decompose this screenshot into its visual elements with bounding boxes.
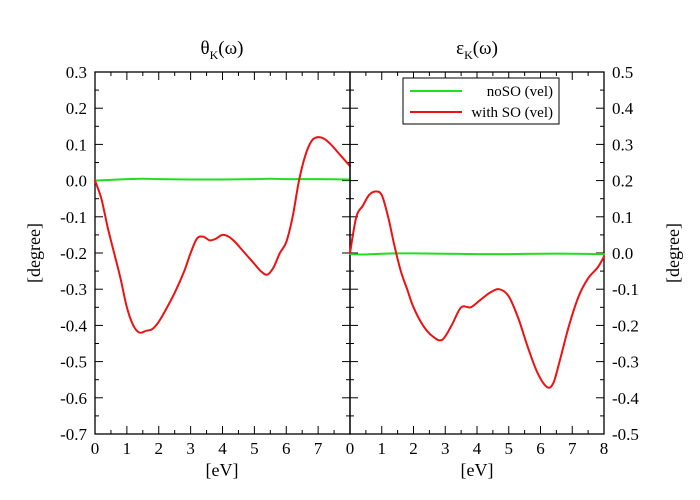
title-epsilon-k-tail: (ω) xyxy=(473,38,498,59)
series-line-with-so-right xyxy=(349,190,605,389)
x-axis-label-right: [eV] xyxy=(461,460,494,480)
y-tick-label-right: -0.4 xyxy=(612,389,639,408)
panel-theta-k: θK(ω) [eV] [degree] 0 1 2 3 4 5 6 7 -0.7 -0.6 -0.5… xyxy=(24,38,351,480)
y-tick-label-right: -0.3 xyxy=(612,353,639,372)
x-tick-label-right: 7 xyxy=(568,439,577,458)
title-epsilon-k-sub: K xyxy=(464,48,473,62)
y-tick-label-left: -0.2 xyxy=(60,244,87,263)
x-tick-label-left: 6 xyxy=(282,439,291,458)
y-tick-label-left: -0.1 xyxy=(60,208,87,227)
x-tick-label-right: 6 xyxy=(536,439,545,458)
series-line-noso-left xyxy=(94,177,351,182)
y-tick-label-left: 0.2 xyxy=(66,99,87,118)
y-tick-label-left: -0.7 xyxy=(60,425,87,444)
y-tick-label-left: 0.3 xyxy=(66,63,87,82)
title-theta-k-sub: K xyxy=(210,48,219,62)
series-line-noso-right xyxy=(349,252,605,256)
title-epsilon-k: εK(ω) xyxy=(456,38,498,62)
x-tick-label-right: 2 xyxy=(409,439,418,458)
y-tick-label-right: 0.2 xyxy=(612,172,633,191)
y-tick-label-left: -0.6 xyxy=(60,389,87,408)
y-tick-label-right: -0.1 xyxy=(612,280,639,299)
y-tick-label-right: -0.2 xyxy=(612,316,639,335)
title-epsilon-k-main: ε xyxy=(456,38,464,59)
x-tick-label-left: 5 xyxy=(250,439,259,458)
y-tick-label-right: 0.1 xyxy=(612,208,633,227)
legend-label-noso: noSO (vel) xyxy=(487,84,553,100)
legend: noSO (vel) with SO (vel) xyxy=(402,77,560,125)
legend-box xyxy=(402,77,560,125)
y-axis-label-right: [degree] xyxy=(663,223,683,283)
x-tick-label-right: 1 xyxy=(378,439,387,458)
x-tick-label-left: 2 xyxy=(155,439,164,458)
series-line-with-so-left xyxy=(94,136,351,334)
y-tick-label-left: -0.4 xyxy=(60,316,87,335)
lines-right xyxy=(349,190,605,389)
y-tick-label-right: -0.5 xyxy=(612,425,639,444)
x-tick-label-right: 4 xyxy=(473,439,482,458)
y-tick-label-left: 0.1 xyxy=(66,135,87,154)
x-tick-label-right: 5 xyxy=(505,439,514,458)
y-tick-label-left: 0.0 xyxy=(66,172,87,191)
title-theta-k-tail: (ω) xyxy=(218,38,243,59)
plot-frame-left xyxy=(94,71,351,435)
x-tick-label-left: 4 xyxy=(218,439,227,458)
x-tick-label-left: 7 xyxy=(314,439,323,458)
title-theta-k-main: θ xyxy=(201,38,210,59)
y-tick-label-right: 0.5 xyxy=(612,63,633,82)
ticks-left: 0 1 2 3 4 5 6 7 -0.7 -0.6 -0.5 -0.4 -0.3 -0.2 -0.1 0.0 0… xyxy=(60,63,350,458)
x-tick-label-left: 1 xyxy=(123,439,132,458)
title-theta-k: θK(ω) xyxy=(201,38,244,62)
y-tick-label-left: -0.5 xyxy=(60,353,87,372)
ticks-right: 0 1 2 3 4 5 6 7 8-0.5 -0.4 -0.3 -0.2 -0.1 0.0 0.1 0.2 0.… xyxy=(346,63,640,458)
y-tick-label-right: 0.4 xyxy=(612,99,634,118)
x-tick-label-left: 0 xyxy=(91,439,100,458)
x-tick-label-right: 3 xyxy=(441,439,450,458)
x-tick-label-right: 0 xyxy=(346,439,355,458)
lines-left xyxy=(94,136,351,334)
y-tick-label-left: -0.3 xyxy=(60,280,87,299)
panel-epsilon-k: εK(ω) [eV] [degree] 0 1 2 3 4 5 6 7 8-0.5 -0.4 -0.… xyxy=(346,38,683,480)
y-tick-label-right: 0.3 xyxy=(612,135,633,154)
y-tick-label-right: 0.0 xyxy=(612,244,633,263)
x-axis-label-left: [eV] xyxy=(206,460,239,480)
y-axis-label-left: [degree] xyxy=(24,223,44,283)
legend-label-with-so: with SO (vel) xyxy=(471,105,553,121)
x-tick-label-right: 8 xyxy=(600,439,609,458)
x-tick-label-left: 3 xyxy=(186,439,195,458)
